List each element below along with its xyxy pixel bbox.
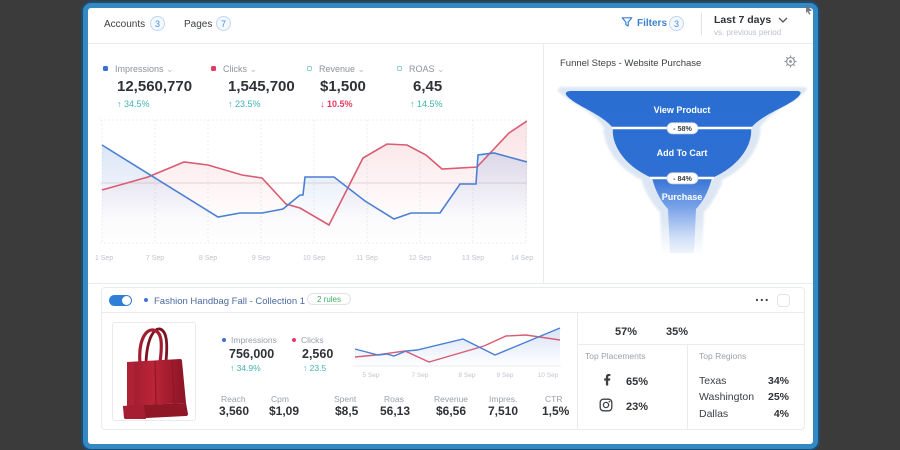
svg-text:- 84%: - 84% [673, 174, 692, 183]
svg-text:Add To Cart: Add To Cart [657, 148, 708, 158]
svg-text:- 58%: - 58% [673, 124, 692, 133]
svg-text:Purchase: Purchase [662, 192, 703, 202]
svg-text:View Product: View Product [654, 105, 711, 115]
